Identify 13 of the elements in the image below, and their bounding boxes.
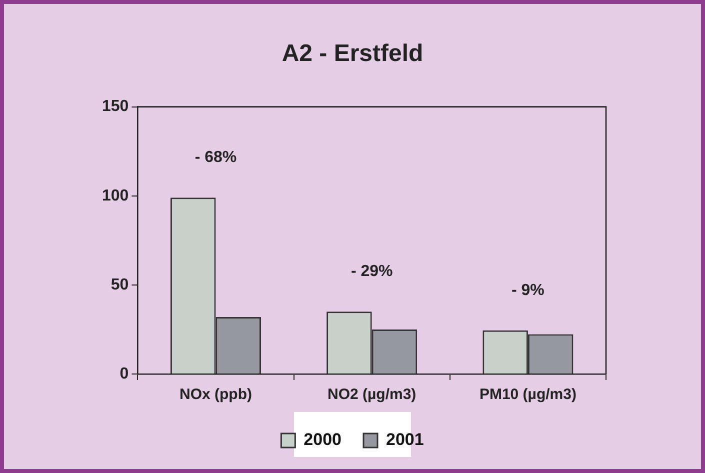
x-tick-label: NO2 (µg/m3): [328, 386, 416, 404]
y-tick-label: 50: [110, 276, 129, 294]
annotation: - 29%: [350, 263, 393, 280]
x-tick-label: PM10 (µg/m3): [479, 386, 576, 404]
legend-label: 2001: [386, 430, 424, 450]
annotation: - 9%: [511, 282, 544, 299]
chart-title: A2 - Erstfeld: [282, 40, 424, 68]
annotation: - 68%: [194, 149, 237, 166]
x-tick-label: NOx (ppb): [179, 386, 252, 404]
y-tick-label: 100: [102, 187, 129, 204]
legend-label: 2000: [304, 430, 342, 450]
y-tick-label: 0: [120, 365, 129, 382]
y-tick-label: 150: [102, 98, 129, 116]
